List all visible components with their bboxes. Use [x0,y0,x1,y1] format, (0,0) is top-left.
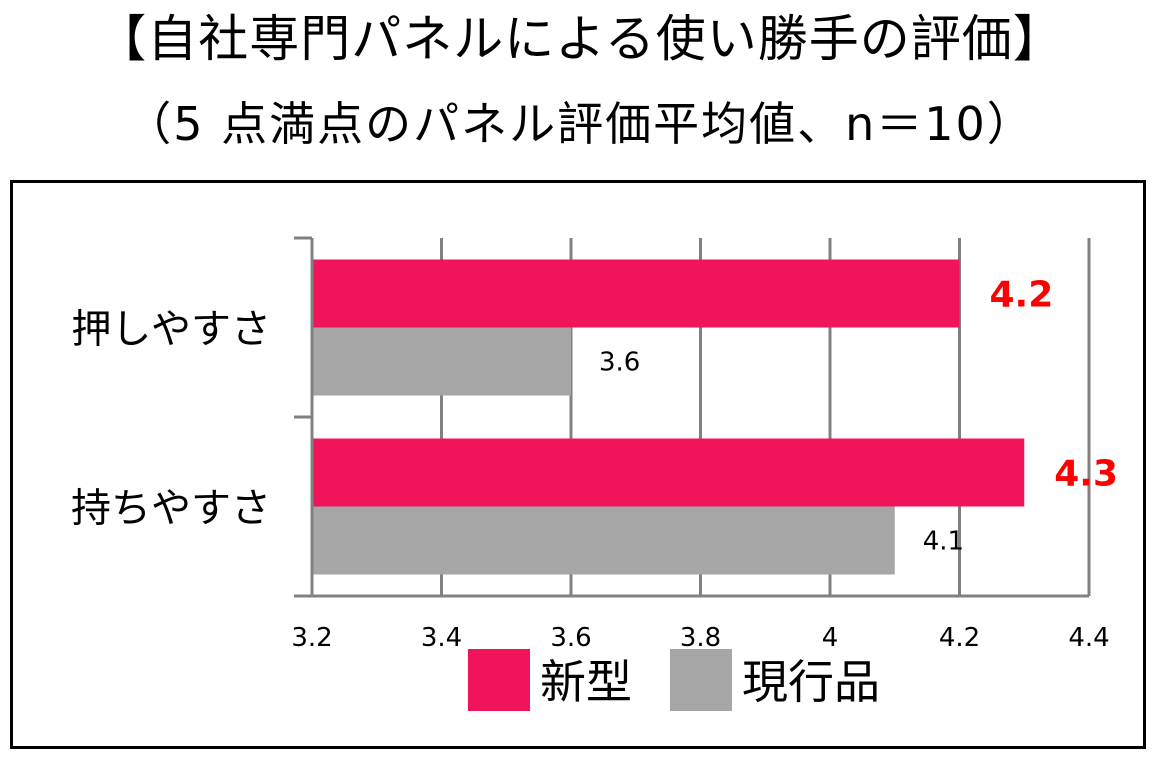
legend-label-new-model: 新型 [540,655,632,709]
legend-swatch-new-model [468,649,530,711]
bar-chart: 3.2 3.4 3.6 3.8 4 4.2 4.4 押しやすさ 4.2 3.6 持ちやすさ 4.3 4.… [71,236,1118,711]
x-tick-label: 3.6 [550,623,591,653]
x-tick-label: 4 [822,623,839,653]
data-label-current-model: 4.1 [923,527,964,557]
chart-subtitle: （5 点満点のパネル評価平均値、n＝10） [125,97,1035,151]
x-tick-label: 4.2 [939,623,980,653]
x-tick-label: 3.2 [291,623,332,653]
data-label-new-model: 4.3 [1054,454,1118,495]
category-label: 持ちやすさ [71,486,271,532]
bar-new-model [313,259,960,328]
category-label: 押しやすさ [71,307,271,353]
bar-current-model [313,506,895,575]
chart-frame: 3.2 3.4 3.6 3.8 4 4.2 4.4 押しやすさ 4.2 3.6 持ちやすさ 4.3 4.… [10,180,1146,749]
bar-new-model [313,438,1025,507]
x-tick-label: 3.4 [421,623,462,653]
legend-label-current-model: 現行品 [742,655,880,709]
data-label-new-model: 4.2 [990,275,1054,316]
data-label-current-model: 3.6 [599,348,640,378]
x-tick-label: 4.4 [1068,623,1109,653]
bar-current-model [313,327,571,396]
x-tick-label: 3.8 [680,623,721,653]
chart-title: 【自社専門パネルによる使い勝手の評価】 [96,10,1064,68]
legend-swatch-current-model [670,649,732,711]
